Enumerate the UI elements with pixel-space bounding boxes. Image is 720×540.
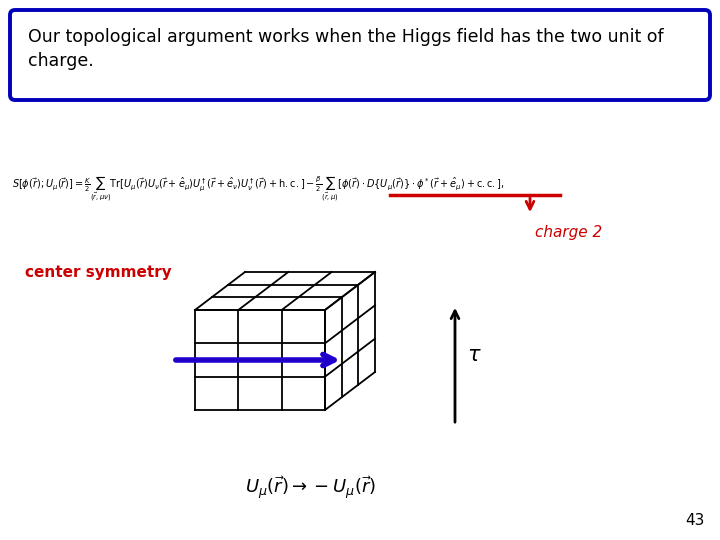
Text: center symmetry: center symmetry <box>25 265 172 280</box>
Text: $\tau$: $\tau$ <box>467 345 482 365</box>
Text: $S[\phi(\vec{r}); U_\mu(\vec{r})] = \frac{K}{2} \sum_{(\vec{r},\mu\nu)} \mathrm{: $S[\phi(\vec{r}); U_\mu(\vec{r})] = \fra… <box>12 175 505 205</box>
FancyBboxPatch shape <box>10 10 710 100</box>
Text: charge 2: charge 2 <box>535 225 602 240</box>
Text: 43: 43 <box>685 513 705 528</box>
Text: $U_\mu(\vec{r}) \rightarrow -U_\mu(\vec{r})$: $U_\mu(\vec{r}) \rightarrow -U_\mu(\vec{… <box>245 475 375 502</box>
Text: Our topological argument works when the Higgs field has the two unit of
charge.: Our topological argument works when the … <box>28 28 664 70</box>
